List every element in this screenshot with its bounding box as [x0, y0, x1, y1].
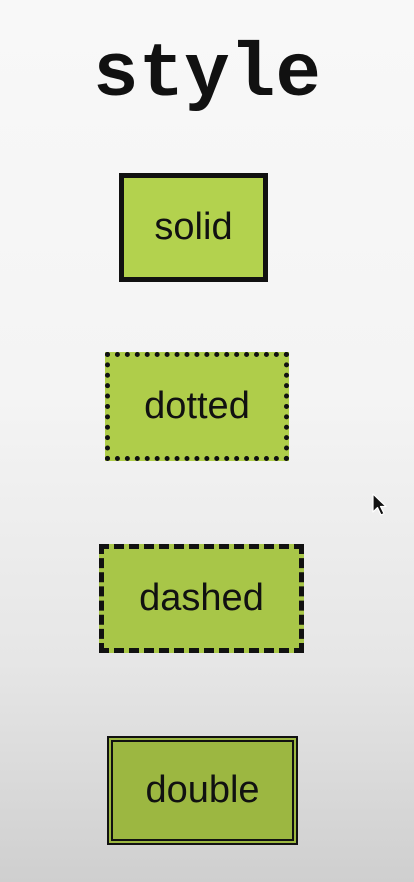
dotted-border-box: dotted	[105, 352, 289, 461]
page-title: style	[0, 30, 414, 120]
double-box-label: double	[145, 769, 259, 812]
mouse-pointer-icon	[372, 493, 388, 517]
dotted-box-label: dotted	[144, 385, 250, 428]
solid-border-box: solid	[119, 173, 268, 282]
double-border-box: double	[107, 736, 298, 845]
solid-box-label: solid	[154, 206, 232, 249]
dashed-box-label: dashed	[139, 577, 264, 620]
dashed-border-box: dashed	[99, 544, 304, 653]
